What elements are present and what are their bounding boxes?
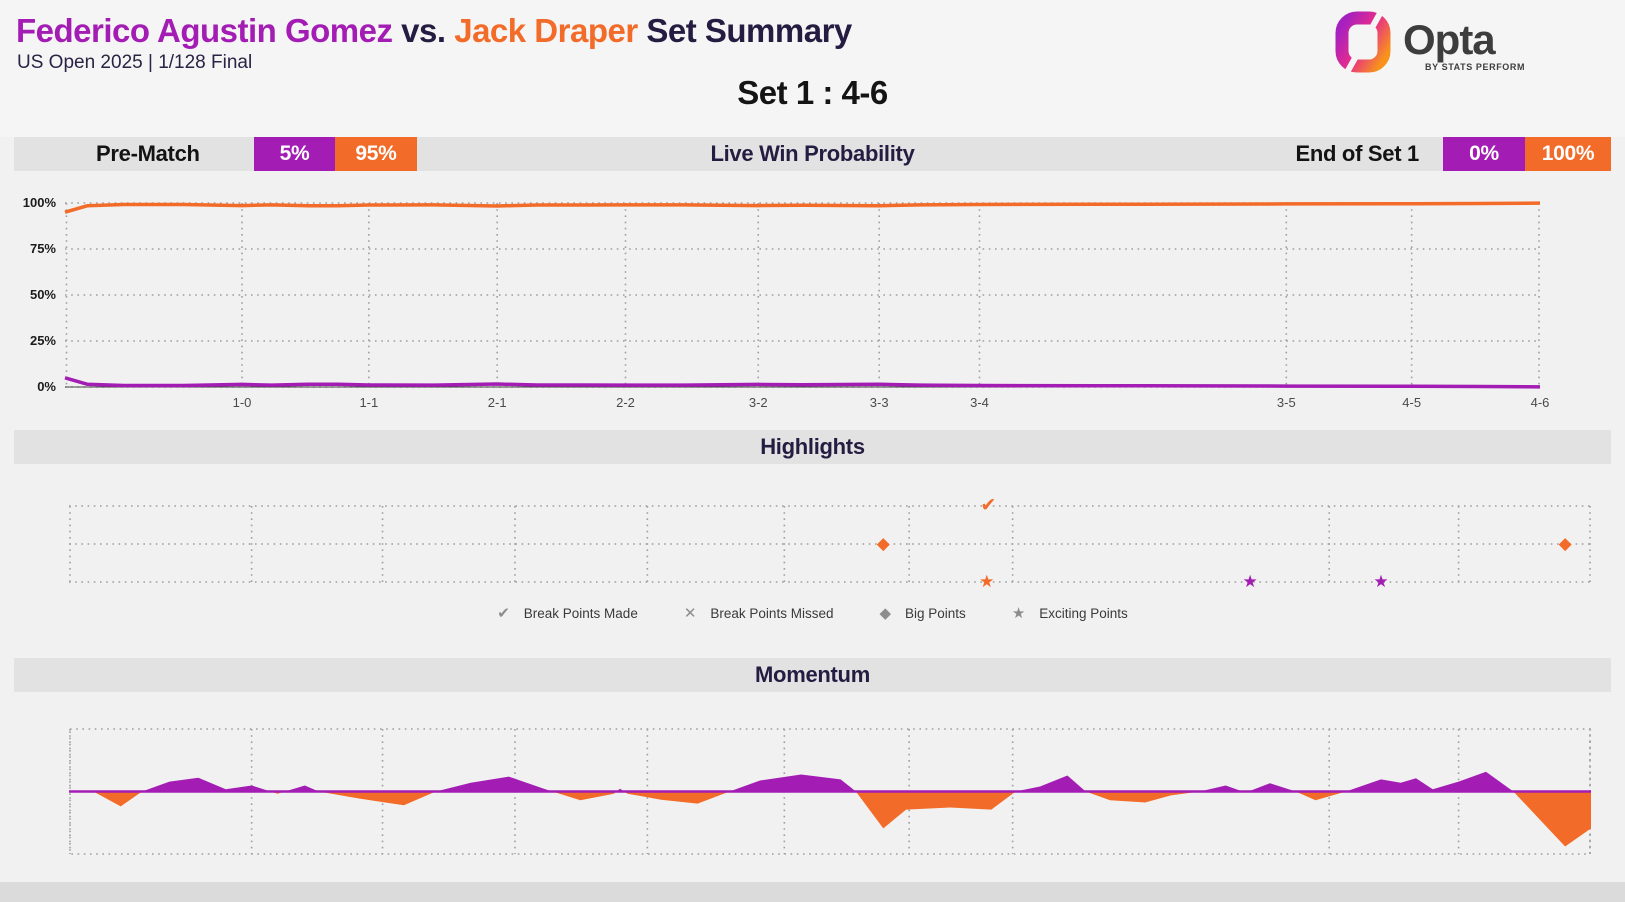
winprob-line-gomez [64,376,1541,389]
end-player1-badge: 0% [1443,137,1525,171]
pre-match-player2-badge: 95% [335,137,417,171]
winprob-xtick: 1-0 [232,395,252,410]
opta-logo: Opta BY STATS PERFORM [1333,6,1563,80]
momentum-section-title: Momentum [755,662,870,687]
highlight-marker-check: ✔ [980,495,997,516]
highlight-marker-star: ★ [1373,572,1389,591]
check-icon: ✔ [497,605,510,622]
diamond-icon: ◆ [879,605,892,622]
momentum-chart [69,728,1591,855]
opta-sub-brand: BY STATS PERFORM [1425,62,1526,72]
highlights-section-title: Highlights [760,434,865,459]
winprob-xtick: 2-2 [616,395,635,410]
legend-label: Break Points Missed [710,605,834,621]
winprob-line-draper [64,201,1541,214]
legend-item: ★ Exciting Points [1012,604,1128,622]
highlight-marker-star: ★ [979,572,995,591]
winprob-section-title: Live Win Probability [710,141,915,166]
vs-text: vs. [392,12,455,49]
winprob-ytick: 100% [22,195,56,210]
legend-item: ✔ Break Points Made [497,604,638,622]
winprob-xtick: 4-5 [1402,395,1422,410]
legend-label: Exciting Points [1039,605,1128,621]
match-subtitle: US Open 2025 | 1/128 Final [17,52,253,73]
highlights-grid [69,505,1591,583]
winprob-xtick: 4-6 [1530,395,1550,410]
winprob-ytick: 0% [37,379,56,394]
opta-logo-icon [1335,6,1391,78]
winprob-header-bar: Live Win Probability Pre-Match 5% 95% En… [14,137,1611,171]
header: Federico Agustin Gomez vs. Jack Draper S… [0,0,1625,137]
highlights-legend: ✔ Break Points Made ✕ Break Points Missed ◆ B… [0,604,1625,622]
star-icon: ★ [1011,605,1026,622]
win-probability-chart [64,201,1541,389]
legend-item: ◆ Big Points [879,604,965,622]
winprob-xtick: 3-5 [1276,395,1296,410]
winprob-ytick: 75% [29,241,56,256]
legend-label: Break Points Made [523,605,638,621]
winprob-xtick: 3-2 [748,395,768,410]
page-title: Federico Agustin Gomez vs. Jack Draper S… [16,12,852,50]
winprob-ytick: 25% [29,333,56,348]
legend-item: ✕ Break Points Missed [684,604,834,622]
pre-match-player1-badge: 5% [254,137,335,171]
winprob-xtick: 3-4 [970,395,989,410]
player1-name: Federico Agustin Gomez [16,12,393,49]
winprob-xtick: 3-3 [869,395,889,410]
highlight-marker-diamond: ◆ [1558,534,1572,553]
winprob-xtick: 2-1 [487,395,507,410]
pre-match-label: Pre-Match [96,141,200,166]
legend-label: Big Points [905,605,966,621]
winprob-ytick: 50% [29,287,56,302]
opta-wordmark: Opta [1403,16,1496,63]
momentum-area-gomez [93,771,1591,792]
set-score: Set 1 : 4-6 [737,74,888,111]
end-player2-badge: 100% [1525,137,1611,171]
player2-name: Jack Draper [454,12,638,49]
highlights-header-bar: Highlights [14,430,1611,464]
momentum-header-bar: Momentum [14,658,1611,692]
cross-icon: ✕ [683,605,697,622]
title-suffix: Set Summary [637,12,852,49]
footer-strip [0,882,1625,902]
winprob-xtick: 1-1 [359,395,379,410]
end-of-set-label: End of Set 1 [1295,141,1419,166]
highlight-marker-diamond: ◆ [876,534,890,553]
highlight-marker-star: ★ [1242,572,1258,591]
